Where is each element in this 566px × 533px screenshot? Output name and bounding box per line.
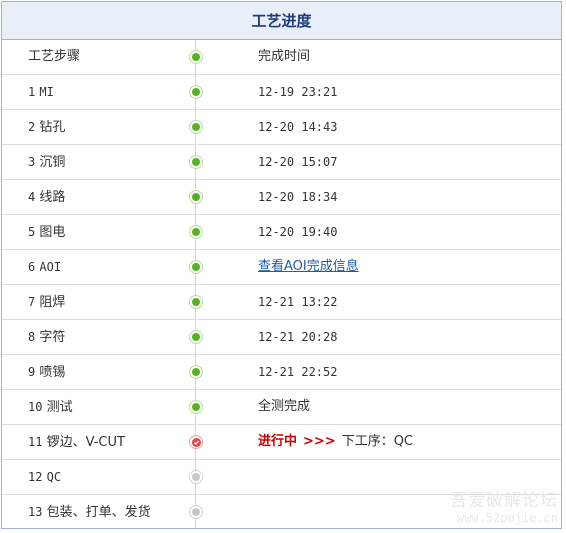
step-name: 7 阻焊: [28, 285, 65, 320]
step-row: 2 钻孔 12-20 14:43: [2, 110, 561, 145]
step-row: 10 测试 全测完成: [2, 390, 561, 425]
step-label: 字符: [39, 330, 66, 345]
completion-time: 12-20 14:43: [258, 120, 338, 134]
arrows-icon: >>>: [303, 434, 336, 449]
in-progress-label: 进行中: [258, 434, 298, 449]
completed-status-icon: [189, 155, 203, 169]
step-number: 12: [28, 470, 43, 484]
step-label: 图电: [39, 225, 66, 240]
completion-time: 12-20 19:40: [258, 225, 338, 239]
step-row: 13 包装、打单、发货: [2, 495, 561, 528]
step-name: 8 字符: [28, 320, 65, 355]
step-name: 2 钻孔: [28, 110, 65, 145]
step-label: 线路: [39, 190, 66, 205]
step-number: 1: [28, 85, 36, 99]
completed-status-icon: [189, 85, 203, 99]
step-number: 9: [28, 365, 36, 379]
next-process-label: 下工序：QC: [341, 434, 414, 449]
step-name: 5 图电: [28, 215, 65, 250]
step-number: 10: [28, 400, 43, 414]
time-column-header: 完成时间: [258, 49, 311, 64]
step-row: 4 线路 12-20 18:34: [2, 180, 561, 215]
step-label: 阻焊: [39, 295, 66, 310]
completion-time: 12-20 18:34: [258, 190, 338, 204]
step-label: QC: [46, 470, 62, 484]
completed-status-icon: [189, 365, 203, 379]
step-label: 测试: [46, 400, 73, 415]
completion-time: 12-20 15:07: [258, 155, 338, 169]
step-row: 12 QC: [2, 460, 561, 495]
completed-status-icon: [189, 225, 203, 239]
step-number: 6: [28, 260, 36, 274]
step-row: 1 MI 12-19 23:21: [2, 75, 561, 110]
step-progress: 进行中 >>> 下工序：QC: [258, 425, 413, 459]
completion-time: 12-21 13:22: [258, 295, 338, 309]
completion-time: 12-21 20:28: [258, 330, 338, 344]
aoi-info-link[interactable]: 查看AOI完成信息: [258, 259, 359, 274]
step-info: 查看AOI完成信息: [258, 250, 359, 284]
step-name: 1 MI: [28, 75, 54, 110]
step-label: 锣边、V-CUT: [46, 435, 125, 450]
completion-time: 全测完成: [258, 399, 311, 414]
step-name: 3 沉铜: [28, 145, 65, 180]
step-row: 5 图电 12-20 19:40: [2, 215, 561, 250]
step-number: 13: [28, 505, 43, 519]
step-name: 4 线路: [28, 180, 65, 215]
step-label: 喷锡: [39, 365, 66, 380]
step-name: 10 测试: [28, 390, 73, 425]
header-row: 工艺步骤 完成时间: [2, 40, 561, 75]
completion-time: 12-21 22:52: [258, 365, 338, 379]
completed-status-icon: [189, 190, 203, 204]
step-number: 8: [28, 330, 36, 344]
step-row: 11 锣边、V-CUT 进行中 >>> 下工序：QC: [2, 425, 561, 460]
step-row: 9 喷锡 12-21 22:52: [2, 355, 561, 390]
step-number: 5: [28, 225, 36, 239]
step-number: 2: [28, 120, 36, 134]
step-row: 8 字符 12-21 20:28: [2, 320, 561, 355]
step-number: 11: [28, 435, 43, 449]
step-label: 钻孔: [39, 120, 66, 135]
header-status-icon: [189, 50, 203, 64]
in-progress-status-icon: [189, 435, 203, 449]
step-name: 6 AOI: [28, 250, 61, 285]
completion-time: 12-19 23:21: [258, 85, 338, 99]
step-number: 4: [28, 190, 36, 204]
step-name: 13 包装、打单、发货: [28, 495, 151, 528]
completed-status-icon: [189, 295, 203, 309]
step-row: 7 阻焊 12-21 13:22: [2, 285, 561, 320]
step-row: 6 AOI 查看AOI完成信息: [2, 250, 561, 285]
pending-status-icon: [189, 505, 203, 519]
step-name: 9 喷锡: [28, 355, 65, 390]
step-name: 11 锣边、V-CUT: [28, 425, 125, 460]
step-label: MI: [39, 85, 54, 99]
step-column-header: 工艺步骤: [28, 49, 81, 64]
step-row: 3 沉铜 12-20 15:07: [2, 145, 561, 180]
completed-status-icon: [189, 260, 203, 274]
completed-status-icon: [189, 400, 203, 414]
panel-title: 工艺进度: [2, 2, 561, 40]
step-label: 包装、打单、发货: [46, 505, 151, 520]
step-label: 沉铜: [39, 155, 66, 170]
step-number: 7: [28, 295, 36, 309]
step-label: AOI: [39, 260, 62, 274]
step-name: 12 QC: [28, 460, 61, 495]
pending-status-icon: [189, 470, 203, 484]
step-number: 3: [28, 155, 36, 169]
completed-status-icon: [189, 330, 203, 344]
completed-status-icon: [189, 120, 203, 134]
